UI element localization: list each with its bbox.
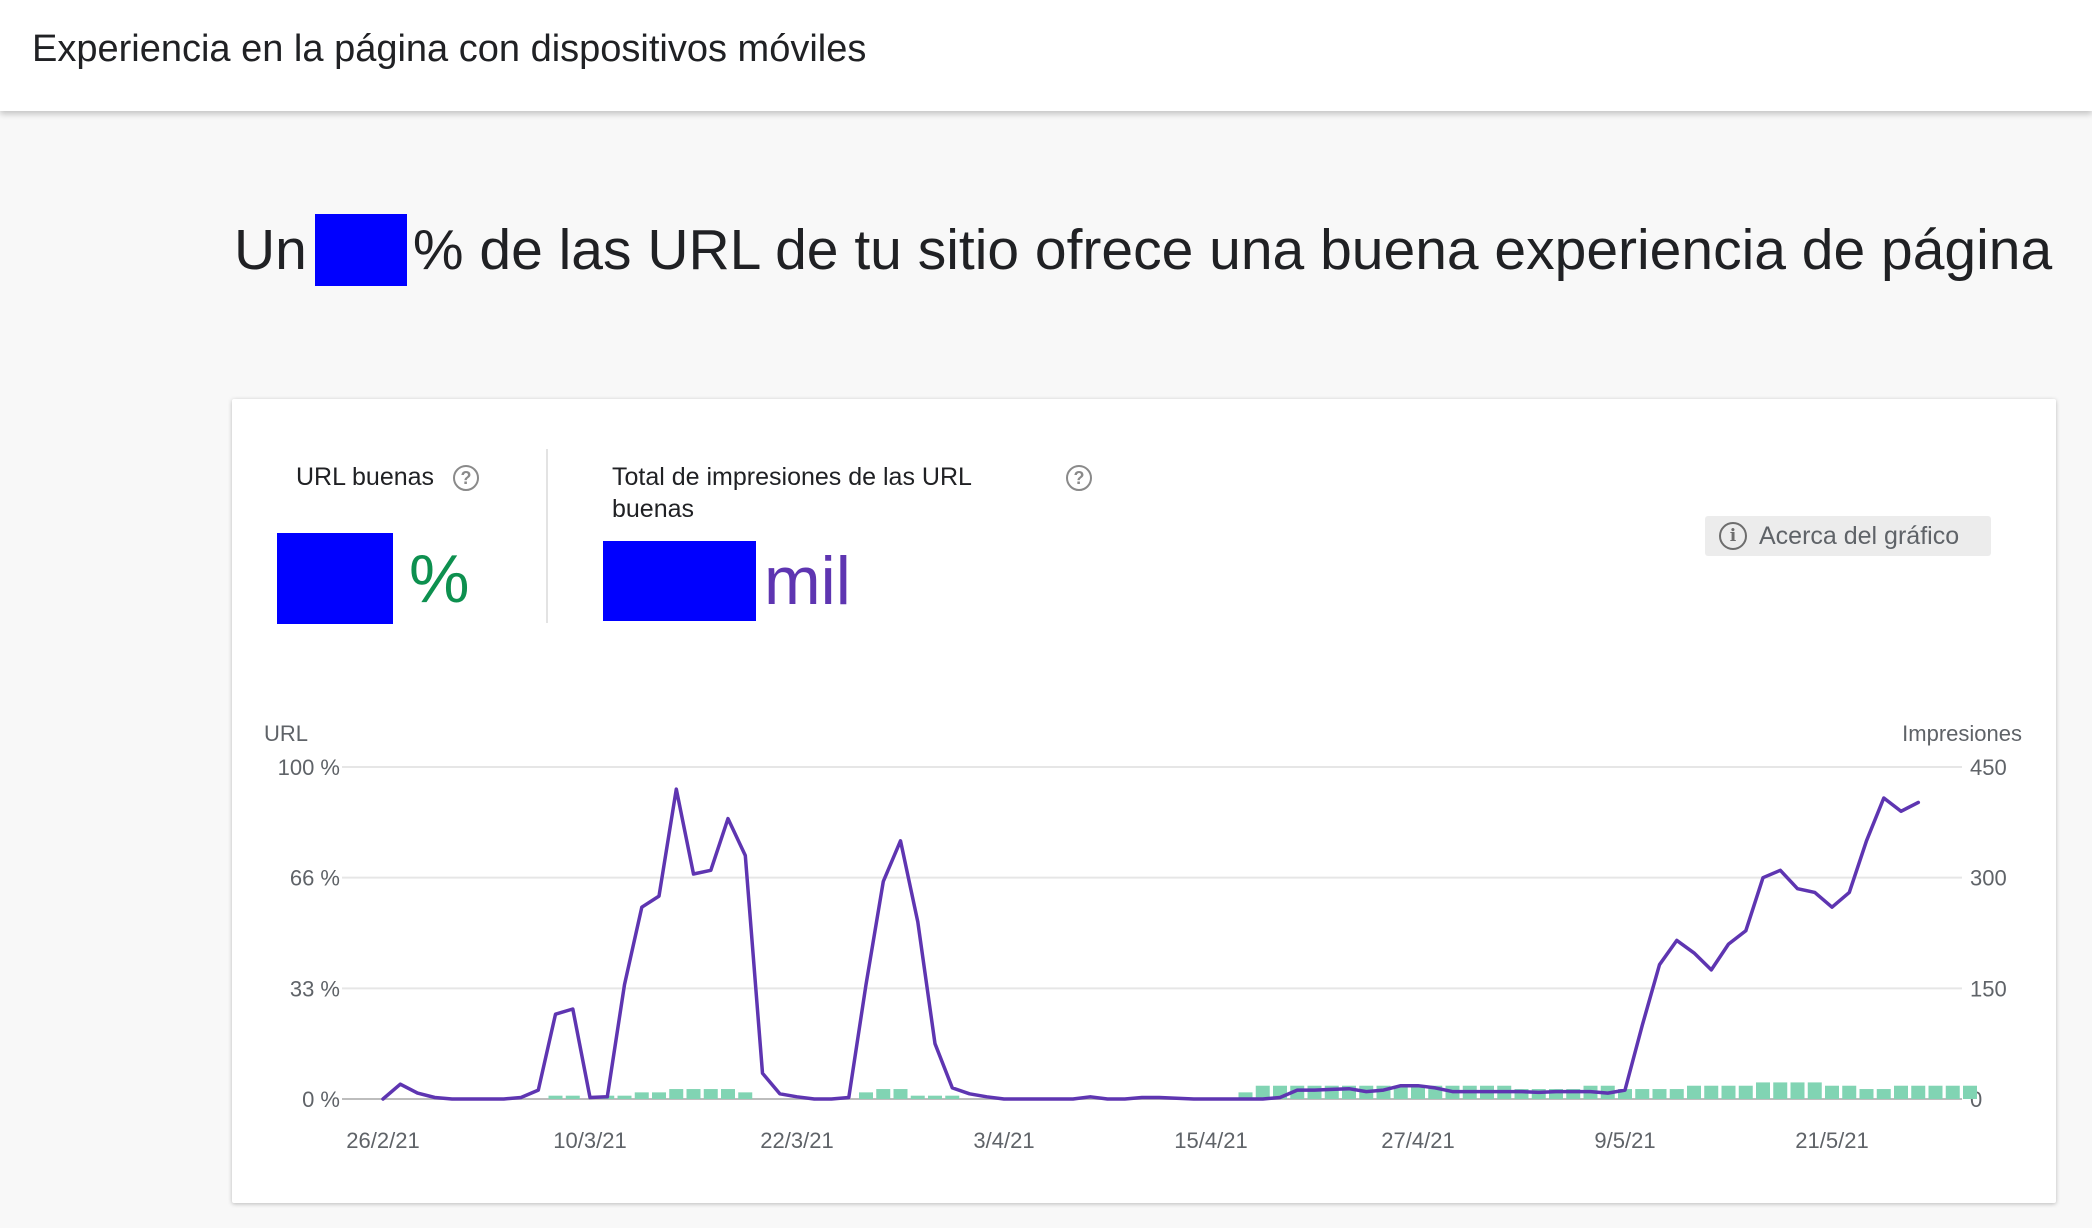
report-card: URL buenas ? % Total de impresiones de l… <box>232 399 2056 1203</box>
url-bar <box>928 1095 942 1099</box>
left-axis-title: URL <box>264 721 308 746</box>
url-bar <box>1393 1085 1408 1099</box>
left-axis-tick: 100 % <box>278 755 340 780</box>
x-axis-tick: 27/4/21 <box>1381 1128 1454 1153</box>
url-bar <box>617 1095 632 1099</box>
good-urls-unit: % <box>409 540 470 617</box>
url-bar <box>1842 1085 1857 1099</box>
url-bar <box>1618 1089 1632 1099</box>
url-bar <box>1704 1085 1719 1099</box>
url-bar <box>1635 1089 1650 1099</box>
url-bar <box>1825 1085 1839 1099</box>
help-icon[interactable]: ? <box>453 465 479 491</box>
metric-divider <box>546 449 548 623</box>
url-bar <box>859 1092 873 1099</box>
url-bar <box>1894 1085 1908 1099</box>
url-bar <box>1911 1085 1926 1099</box>
good-urls-value: % <box>277 533 469 624</box>
url-bar <box>1669 1089 1684 1099</box>
page-title: Experiencia en la página con dispositivo… <box>32 28 867 70</box>
url-bar <box>1566 1089 1581 1099</box>
url-bar <box>721 1089 735 1099</box>
url-bar <box>1514 1089 1529 1099</box>
good-urls-label: URL buenas <box>296 463 435 491</box>
redacted-percentage <box>314 214 407 286</box>
impressions-value: mil <box>603 541 851 621</box>
url-bar <box>703 1089 718 1099</box>
impressions-label-line2: buenas <box>612 495 695 523</box>
url-bar <box>1773 1082 1788 1099</box>
url-bar <box>634 1092 649 1099</box>
about-chart-label: Acerca del gráfico <box>1759 521 1960 550</box>
impressions-label: Total de impresiones de las URL buenas <box>612 461 972 525</box>
url-bar <box>1549 1089 1563 1099</box>
about-chart-button[interactable]: i Acerca del gráfico <box>1705 516 1991 556</box>
impressions-line <box>381 787 1921 1101</box>
url-bar <box>1307 1085 1322 1099</box>
url-bar <box>686 1089 701 1099</box>
url-bar <box>1687 1085 1701 1099</box>
url-bar <box>1945 1085 1960 1099</box>
url-bar <box>1255 1085 1270 1099</box>
url-bar <box>1790 1082 1805 1099</box>
url-bar <box>1411 1085 1425 1099</box>
right-axis-tick: 150 <box>1970 976 2007 1001</box>
redacted-good-urls-value <box>277 533 393 624</box>
x-axis-tick: 21/5/21 <box>1795 1128 1868 1153</box>
url-bar <box>893 1089 908 1099</box>
right-axis-tick: 300 <box>1970 866 2007 891</box>
summary-headline: Un % de las URL de tu sitio ofrece una b… <box>234 210 2052 290</box>
url-bar <box>1876 1089 1891 1099</box>
url-bar <box>548 1095 563 1099</box>
url-bar <box>1721 1085 1736 1099</box>
x-axis-tick: 3/4/21 <box>973 1128 1034 1153</box>
info-icon: i <box>1719 522 1747 550</box>
url-bar <box>1652 1089 1667 1099</box>
x-axis-tick: 22/3/21 <box>760 1128 833 1153</box>
x-axis-tick: 9/5/21 <box>1594 1128 1655 1153</box>
top-app-bar: Experiencia en la página con dispositivo… <box>0 0 2092 111</box>
chart: URL Impresiones 100 % 66 % 33 % 0 % 450 300 1… <box>264 721 2022 1153</box>
url-bar <box>1238 1092 1253 1099</box>
url-bar <box>738 1092 753 1099</box>
url-bar <box>1859 1089 1874 1099</box>
x-axis-tick: 26/2/21 <box>346 1128 419 1153</box>
url-bar <box>1963 1085 1977 1099</box>
url-bar <box>876 1089 891 1099</box>
summary-suffix: % de las URL de tu sitio ofrece una buen… <box>412 218 2053 282</box>
left-axis-tick: 0 % <box>302 1087 340 1112</box>
right-axis-tick: 450 <box>1970 755 2007 780</box>
left-axis-tick: 66 % <box>290 866 340 891</box>
impressions-label-line1: Total de impresiones de las URL <box>612 463 972 491</box>
x-axis-tick: 10/3/21 <box>553 1128 626 1153</box>
url-bar <box>1738 1085 1753 1099</box>
url-bar <box>565 1095 580 1099</box>
url-bar <box>1928 1085 1943 1099</box>
url-bar <box>1807 1082 1822 1099</box>
x-axis-tick: 15/4/21 <box>1174 1128 1247 1153</box>
left-axis-tick: 33 % <box>290 976 340 1001</box>
help-icon[interactable]: ? <box>1066 465 1092 491</box>
redacted-impressions-value <box>603 541 756 621</box>
url-bar <box>945 1095 960 1099</box>
summary-prefix: Un <box>234 218 307 282</box>
url-bar <box>652 1092 666 1099</box>
url-bar <box>1756 1082 1770 1099</box>
url-bar <box>910 1095 925 1099</box>
url-bar <box>669 1089 684 1099</box>
impressions-unit: mil <box>764 543 851 619</box>
right-axis-title: Impresiones <box>1902 721 2022 746</box>
